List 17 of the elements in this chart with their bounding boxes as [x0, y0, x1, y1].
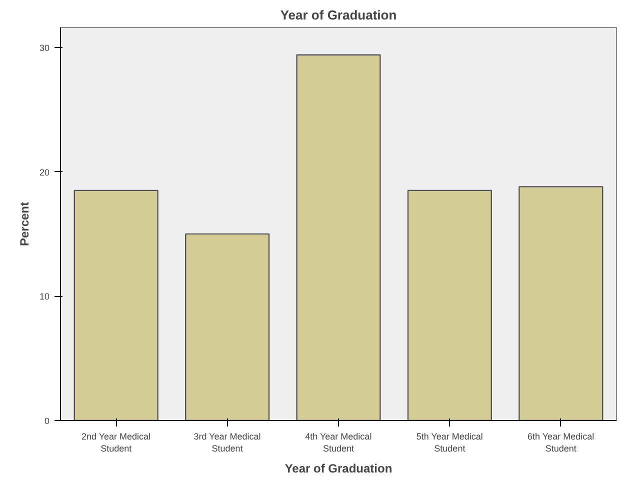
x-tick-label: 4th Year Medical Student: [305, 432, 372, 454]
bar: [185, 233, 270, 420]
y-axis-title: Percent: [17, 202, 32, 246]
y-tick-label: 30: [39, 42, 50, 53]
bar: [407, 190, 492, 420]
bar: [74, 190, 158, 420]
y-tick-label: 10: [39, 292, 50, 302]
chart-title: Year of Graduation: [280, 8, 397, 22]
bar: [296, 54, 381, 420]
x-tick-label: 3rd Year Medical Student: [194, 432, 261, 454]
x-tick-label: 5th Year Medical Student: [416, 432, 483, 454]
x-axis-title: Year of Graduation: [284, 462, 392, 476]
y-tick-label: 20: [39, 167, 50, 178]
bar: [518, 186, 604, 420]
y-tick-label: 0: [44, 416, 50, 426]
x-tick-label: 2nd Year Medical Student: [81, 432, 151, 454]
x-tick-label: 6th Year Medical Student: [528, 432, 594, 454]
